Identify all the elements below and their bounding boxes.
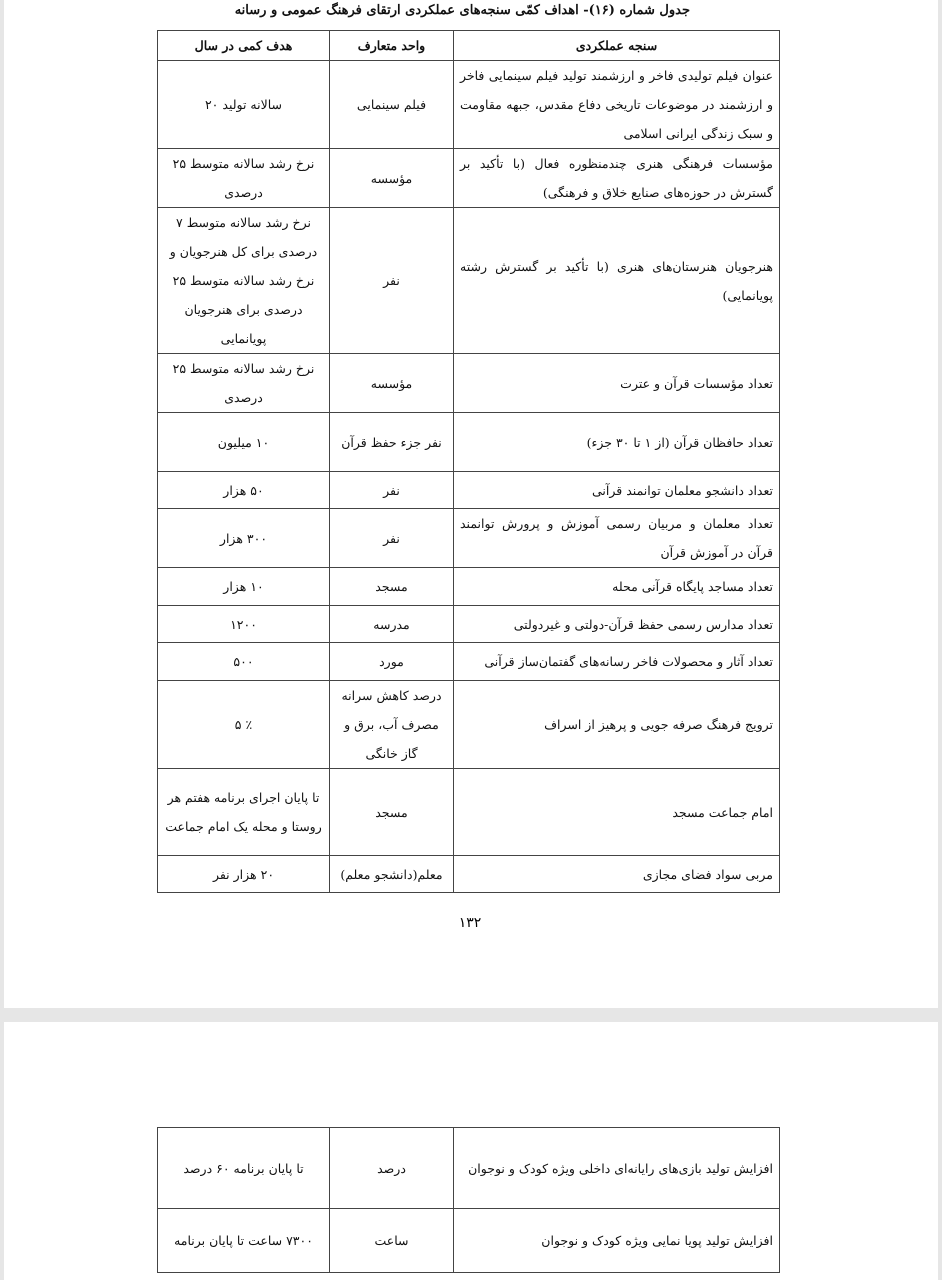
table-cell: نرخ رشد سالانه متوسط ۲۵ درصدی [157,148,330,208]
table-cell: ۱۰ میلیون [157,412,330,472]
page-number: ۱۳۲ [458,915,482,931]
table-cell: تعداد حافظان قرآن (از ۱ تا ۳۰ جزء) [453,412,780,472]
table-cell: ۵۰ هزار [157,471,330,509]
table-row: تعداد آثار و محصولات فاخر رسانه‌های گفتم… [157,642,780,681]
table-cell: تعداد مؤسسات قرآن و عترت [453,353,780,413]
table-cell: تعداد مدارس رسمی حفظ قرآن-دولتی و غیردول… [453,605,780,643]
table-cell: مسجد [329,567,454,606]
table-cell: هنرجویان هنرستان‌های هنری (با تأکید بر گ… [453,207,780,354]
column-header: سنجه عملکردی [453,30,780,61]
table-row: مربی سواد فضای مجازی معلم(دانشجو معلم) ۲۰ … [157,855,780,893]
table-cell: مورد [329,642,454,681]
table-cell: نفر [329,508,454,568]
table-cell: مؤسسات فرهنگی هنری چندمنظوره فعال (با تأ… [453,148,780,208]
table-title: جدول شماره (۱۶)- اهداف کمّی سنجه‌های عمل… [234,3,690,18]
table-cell: ترویج فرهنگ صرفه جویی و پرهیز از اسراف [453,680,780,769]
table-cell: افزایش تولید پویا نمایی ویژه کودک و نوجو… [453,1208,780,1273]
table-row: مؤسسات فرهنگی هنری چندمنظوره فعال (با تأ… [157,148,780,208]
table-cell: مربی سواد فضای مجازی [453,855,780,893]
table-cell: درصد کاهش سرانه مصرف آب، برق و گاز خانگی [329,680,454,769]
table-cell: مدرسه [329,605,454,643]
table-row: تعداد حافظان قرآن (از ۱ تا ۳۰ جزء) نفر جز… [157,412,780,472]
table-cell: نفر [329,207,454,354]
table-row: عنوان فیلم تولیدی فاخر و ارزشمند تولید ف… [157,60,780,149]
table-cell: نرخ رشد سالانه متوسط ۲۵ درصدی [157,353,330,413]
table-cell: مؤسسه [329,148,454,208]
table-row: ترویج فرهنگ صرفه جویی و پرهیز از اسراف در… [157,680,780,769]
table-cell: ٪ ۵ [157,680,330,769]
table-row: افزایش تولید بازی‌های رایانه‌ای داخلی وی… [157,1127,780,1209]
table: سنجه عملکردی واحد متعارف هدف کمی در سال … [157,30,780,893]
table-cell: نفر جزء حفظ قرآن [329,412,454,472]
table-cell: تا پایان برنامه ۶۰ درصد [157,1127,330,1209]
table-cell: نفر [329,471,454,509]
table-cell: تا پایان اجرای برنامه هفتم هر روستا و مح… [157,768,330,856]
table-cell: ۳۰۰ هزار [157,508,330,568]
table-cell: ۱۰ هزار [157,567,330,606]
table-cell: ۲۰ هزار نفر [157,855,330,893]
table-row: تعداد مؤسسات قرآن و عترت مؤسسه نرخ رشد سال… [157,353,780,413]
table-cell: افزایش تولید بازی‌های رایانه‌ای داخلی وی… [453,1127,780,1209]
table-cell: مؤسسه [329,353,454,413]
table-row: تعداد معلمان و مربیان رسمی آموزش و پرورش… [157,508,780,568]
table-cell: نرخ رشد سالانه متوسط ۷ درصدی برای کل هنر… [157,207,330,354]
table-cell: ۱۲۰۰ [157,605,330,643]
table-cell: سالانه تولید ۲۰ [157,60,330,149]
table-row: تعداد مدارس رسمی حفظ قرآن-دولتی و غیردول… [157,605,780,643]
table-cell: درصد [329,1127,454,1209]
table-cell: مسجد [329,768,454,856]
column-header: هدف کمی در سال [157,30,330,61]
table: افزایش تولید بازی‌های رایانه‌ای داخلی وی… [157,1127,780,1273]
table-row: افزایش تولید پویا نمایی ویژه کودک و نوجو… [157,1208,780,1273]
table-cell: تعداد آثار و محصولات فاخر رسانه‌های گفتم… [453,642,780,681]
table-cell: ساعت [329,1208,454,1273]
table-cell: تعداد معلمان و مربیان رسمی آموزش و پرورش… [453,508,780,568]
table-cell: امام جماعت مسجد [453,768,780,856]
column-header: واحد متعارف [329,30,454,61]
table-cell: تعداد مساجد پایگاه قرآنی محله [453,567,780,606]
table-cell: فیلم سینمایی [329,60,454,149]
table-cell: معلم(دانشجو معلم) [329,855,454,893]
table-row: هنرجویان هنرستان‌های هنری (با تأکید بر گ… [157,207,780,354]
table-cell: تعداد دانشجو معلمان توانمند قرآنی [453,471,780,509]
table-cell: عنوان فیلم تولیدی فاخر و ارزشمند تولید ف… [453,60,780,149]
table-row: تعداد مساجد پایگاه قرآنی محله مسجد ۱۰ هزار [157,567,780,606]
table-row: امام جماعت مسجد مسجد تا پایان اجرای برنامه… [157,768,780,856]
table-cell: ۷۳۰۰ ساعت تا پایان برنامه [157,1208,330,1273]
table-row: تعداد دانشجو معلمان توانمند قرآنی نفر ۵۰ ه… [157,471,780,509]
header-row: سنجه عملکردی واحد متعارف هدف کمی در سال [157,30,780,61]
table-cell: ۵۰۰ [157,642,330,681]
